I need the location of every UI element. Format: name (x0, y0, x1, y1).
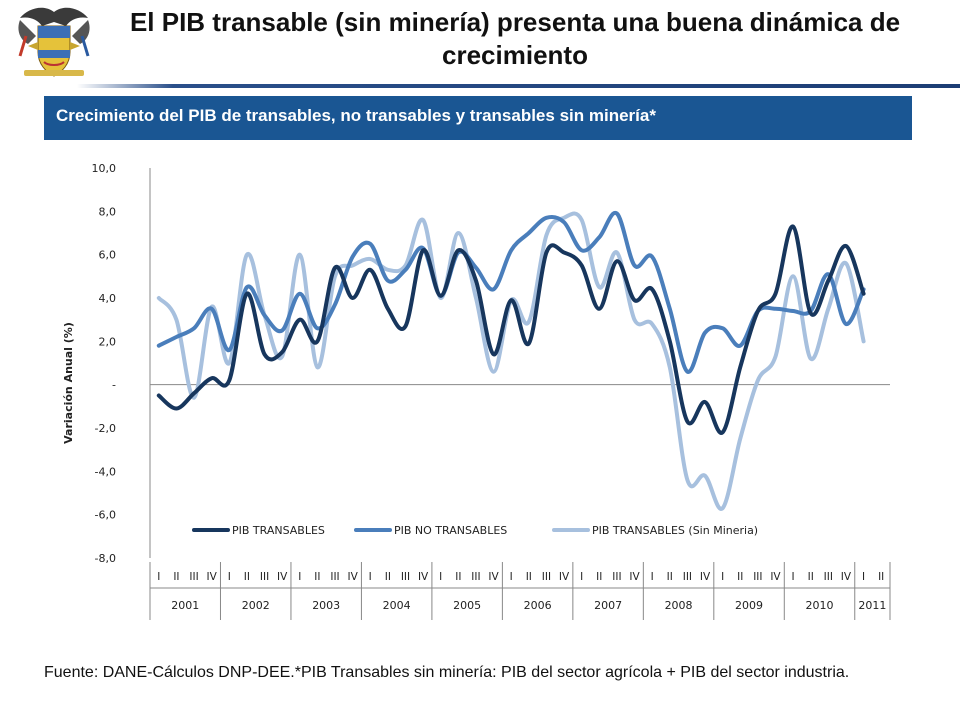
quarter-tick-label: III (824, 571, 833, 583)
y-tick-label: -6,0 (95, 509, 116, 522)
subtitle-banner: Crecimiento del PIB de transables, no tr… (44, 96, 912, 140)
quarter-tick-label: IV (629, 571, 640, 583)
quarter-tick-label: IV (770, 571, 781, 583)
quarter-tick-label: II (385, 571, 391, 583)
legend-label-1: PIB TRANSABLES (232, 524, 325, 537)
quarter-tick-label: III (189, 571, 198, 583)
quarter-tick-label: IV (207, 571, 218, 583)
quarter-tick-label: IV (418, 571, 429, 583)
y-tick-label: 8,0 (99, 205, 117, 218)
quarter-tick-label: II (173, 571, 179, 583)
y-tick-label: -4,0 (95, 465, 116, 478)
title-divider (0, 84, 960, 88)
chart-area: 10,0 8,0 6,0 4,0 2,0 - -2,0 -4,0 -6,0 -8,0 Variaci… (44, 148, 912, 628)
year-tick-label: 2003 (312, 599, 340, 612)
y-tick-label: 10,0 (92, 162, 117, 175)
quarter-tick-label: III (330, 571, 339, 583)
quarter-tick-label: II (667, 571, 673, 583)
quarter-tick-label: I (369, 571, 372, 583)
chart-subtitle: Crecimiento del PIB de transables, no tr… (56, 106, 656, 125)
quarter-tick-label: I (792, 571, 795, 583)
series-line-3 (156, 211, 866, 511)
y-tick-label: 4,0 (99, 292, 117, 305)
quarter-tick-label: IV (488, 571, 499, 583)
quarter-tick-label: IV (559, 571, 570, 583)
quarter-tick-label: IV (277, 571, 288, 583)
quarter-tick-label: II (878, 571, 884, 583)
quarter-tick-label: III (401, 571, 410, 583)
quarter-tick-label: III (753, 571, 762, 583)
y-tick-label: -8,0 (95, 552, 116, 565)
quarter-tick-label: II (314, 571, 320, 583)
quarter-tick-label: I (439, 571, 442, 583)
y-axis-label: Variación Anual (%) (62, 322, 75, 444)
quarter-tick-label: III (612, 571, 621, 583)
quarter-tick-label: II (596, 571, 602, 583)
coat-of-arms-emblem (18, 7, 90, 77)
y-tick-label: 2,0 (99, 335, 117, 348)
page-title: El PIB transable (sin minería) presenta … (129, 7, 901, 70)
year-tick-label: 2006 (524, 599, 552, 612)
legend-label-2: PIB NO TRANSABLES (394, 524, 507, 537)
quarter-tick-label: I (157, 571, 160, 583)
year-tick-label: 2008 (665, 599, 693, 612)
year-tick-label: 2005 (453, 599, 481, 612)
year-tick-label: 2007 (594, 599, 622, 612)
y-tick-label: -2,0 (95, 422, 116, 435)
year-tick-label: 2001 (171, 599, 199, 612)
y-tick-label: - (112, 379, 116, 392)
line-chart: 10,0 8,0 6,0 4,0 2,0 - -2,0 -4,0 -6,0 -8,0 Variaci… (62, 162, 891, 620)
quarter-tick-label: III (542, 571, 551, 583)
quarter-tick-label: III (471, 571, 480, 583)
quarter-tick-label: II (455, 571, 461, 583)
quarter-tick-label: II (808, 571, 814, 583)
quarter-tick-label: I (580, 571, 583, 583)
quarter-tick-label: I (862, 571, 865, 583)
quarter-tick-label: I (510, 571, 513, 583)
quarter-tick-label: II (244, 571, 250, 583)
quarter-tick-label: IV (841, 571, 852, 583)
quarter-tick-label: IV (700, 571, 711, 583)
y-tick-label: 6,0 (99, 249, 117, 262)
quarter-tick-label: II (737, 571, 743, 583)
legend-label-3: PIB TRANSABLES (Sin Mineria) (592, 524, 758, 537)
year-tick-label: 2010 (806, 599, 834, 612)
quarter-tick-label: III (683, 571, 692, 583)
series-line-2 (156, 210, 866, 374)
year-tick-label: 2011 (858, 599, 886, 612)
series-line-1 (156, 224, 866, 435)
quarter-tick-label: I (651, 571, 654, 583)
quarter-tick-label: IV (347, 571, 358, 583)
year-tick-label: 2002 (242, 599, 270, 612)
quarter-tick-label: I (721, 571, 724, 583)
quarter-tick-label: II (526, 571, 532, 583)
year-tick-label: 2009 (735, 599, 763, 612)
quarter-tick-label: I (298, 571, 301, 583)
source-note: Fuente: DANE-Cálculos DNP-DEE.*PIB Trans… (44, 664, 850, 681)
quarter-tick-label: I (228, 571, 231, 583)
year-tick-label: 2004 (383, 599, 411, 612)
quarter-tick-label: III (260, 571, 269, 583)
